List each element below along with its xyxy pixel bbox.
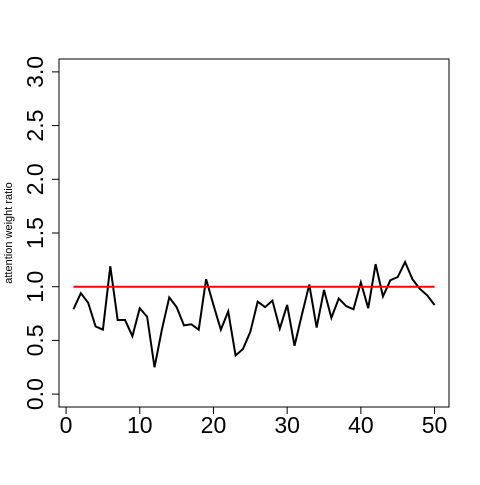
x-tick-label: 10: [127, 412, 153, 438]
plot-frame: [58, 58, 450, 408]
y-tick-label: 2.0: [22, 163, 48, 195]
x-tick-label: 40: [348, 412, 374, 438]
data-line: [72, 259, 436, 368]
y-tick-label: 0.5: [22, 324, 48, 356]
x-tick-label: 20: [201, 412, 227, 438]
y-axis-label: attention weight ratio: [3, 182, 15, 284]
y-tick-label: 2.5: [22, 110, 48, 142]
x-tick-label: 30: [274, 412, 300, 438]
y-tick-label: 3.0: [22, 56, 48, 88]
y-tick-label: 0.0: [22, 378, 48, 410]
y-tick-label: 1.0: [22, 271, 48, 303]
y-tick-label: 1.5: [22, 217, 48, 249]
x-tick-label: 50: [422, 412, 448, 438]
x-tick-label: 0: [60, 412, 73, 438]
